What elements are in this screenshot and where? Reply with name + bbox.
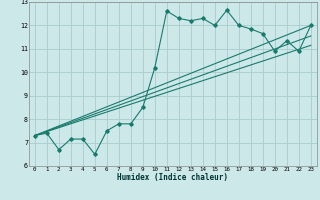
- X-axis label: Humidex (Indice chaleur): Humidex (Indice chaleur): [117, 173, 228, 182]
